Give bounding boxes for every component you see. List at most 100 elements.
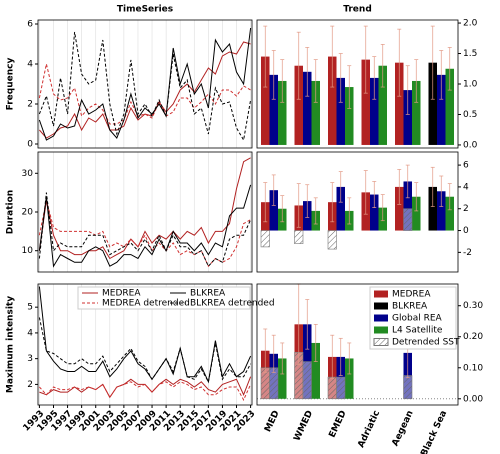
x-tick-label: MED: [263, 409, 282, 434]
error-bar: [405, 65, 410, 115]
y-axis-label: Frequency: [6, 58, 16, 111]
legend-label: MEDREA detrended: [102, 299, 190, 309]
error-bar: [305, 184, 310, 218]
bar: [412, 80, 421, 145]
y-tick-label: 0.20: [463, 332, 483, 342]
bar: [428, 62, 437, 145]
plot-frame: [37, 283, 253, 406]
y-tick-label: 30: [22, 169, 34, 179]
hatched-bar: [294, 230, 304, 244]
error-bar: [439, 175, 444, 207]
y-tick-label: 0.5: [463, 110, 477, 120]
error-bar: [347, 65, 352, 109]
error-bar: [296, 183, 301, 228]
error-bar: [271, 174, 276, 206]
error-bar: [397, 169, 402, 205]
error-bar: [271, 50, 276, 100]
bar: [303, 71, 312, 145]
column-title: Trend: [343, 5, 372, 15]
error-bar: [330, 334, 335, 379]
legend-label: BLKREA detrended: [190, 299, 275, 309]
y-tick-label: 0: [27, 140, 33, 150]
error-bar: [372, 56, 377, 100]
bar: [269, 190, 278, 231]
bar: [370, 194, 379, 231]
bar: [311, 342, 320, 399]
bar: [345, 358, 354, 399]
bar: [437, 191, 446, 231]
error-bar: [271, 334, 276, 373]
bar: [294, 65, 303, 145]
series-line: [39, 381, 252, 402]
series-line: [38, 157, 251, 260]
y-tick-label: 2: [27, 100, 33, 110]
series-line: [38, 200, 251, 268]
error-bar: [430, 25, 435, 100]
bar: [278, 358, 287, 399]
legend-swatch: [374, 326, 388, 334]
series-line: [38, 192, 252, 268]
error-bar: [296, 31, 301, 100]
error-bar: [447, 183, 452, 211]
y-tick-label: 6: [463, 161, 469, 171]
hatched-bar: [403, 208, 413, 231]
plot-frame: [37, 151, 253, 273]
bar: [437, 74, 446, 145]
x-tick-label: EMED: [328, 409, 349, 439]
error-bar: [263, 328, 268, 373]
bar: [361, 59, 370, 145]
y-tick-label: 4: [463, 182, 469, 192]
y-axis-label: Maximum intensity: [6, 296, 16, 393]
y-tick-label: 2: [463, 204, 469, 214]
error-bar: [280, 59, 285, 103]
error-bar: [347, 197, 352, 225]
error-bar: [338, 171, 343, 203]
bar: [403, 90, 412, 145]
bar: [311, 80, 320, 145]
error-bar: [313, 59, 318, 103]
bar: [378, 65, 387, 145]
error-bar: [363, 170, 368, 215]
error-bar: [330, 25, 335, 88]
error-bar: [380, 44, 385, 88]
series-line: [38, 27, 252, 141]
y-tick-label: 0.00: [463, 394, 483, 404]
y-tick-label: 10: [22, 246, 34, 256]
bar: [403, 181, 412, 231]
bar: [336, 77, 345, 145]
y-tick-label: 5: [27, 303, 33, 313]
y-tick-label: 2.0: [463, 19, 478, 29]
error-bar: [430, 166, 435, 207]
error-bar: [338, 337, 343, 376]
error-bar: [280, 342, 285, 375]
hatched-bar: [336, 376, 346, 400]
legend-swatch: [373, 338, 389, 346]
y-tick-label: 0.30: [463, 301, 483, 311]
error-bar: [313, 323, 318, 362]
legend-swatch: [374, 290, 388, 298]
bar: [328, 56, 337, 145]
x-tick-label: Black Sea: [419, 409, 449, 454]
series-line: [38, 63, 251, 125]
series-line: [38, 184, 252, 268]
error-bar: [363, 25, 368, 94]
y-tick-label: 0.10: [463, 363, 483, 373]
error-bar: [330, 182, 335, 223]
legend-label: BLKREA: [190, 289, 226, 299]
legend-box: [77, 286, 251, 310]
series-line: [38, 31, 252, 142]
error-bar: [313, 197, 318, 225]
error-bar: [338, 53, 343, 103]
error-bar: [263, 182, 268, 223]
bar: [445, 196, 454, 231]
x-tick-label: WMED: [292, 409, 315, 443]
hatched-bar: [302, 361, 312, 400]
error-bar: [372, 181, 377, 208]
series-line: [38, 317, 252, 384]
hatched-bar: [260, 230, 270, 248]
error-bar: [397, 28, 402, 97]
bar: [395, 62, 404, 145]
error-bar: [280, 195, 285, 223]
legend-label: L4 Satellite: [392, 326, 443, 336]
